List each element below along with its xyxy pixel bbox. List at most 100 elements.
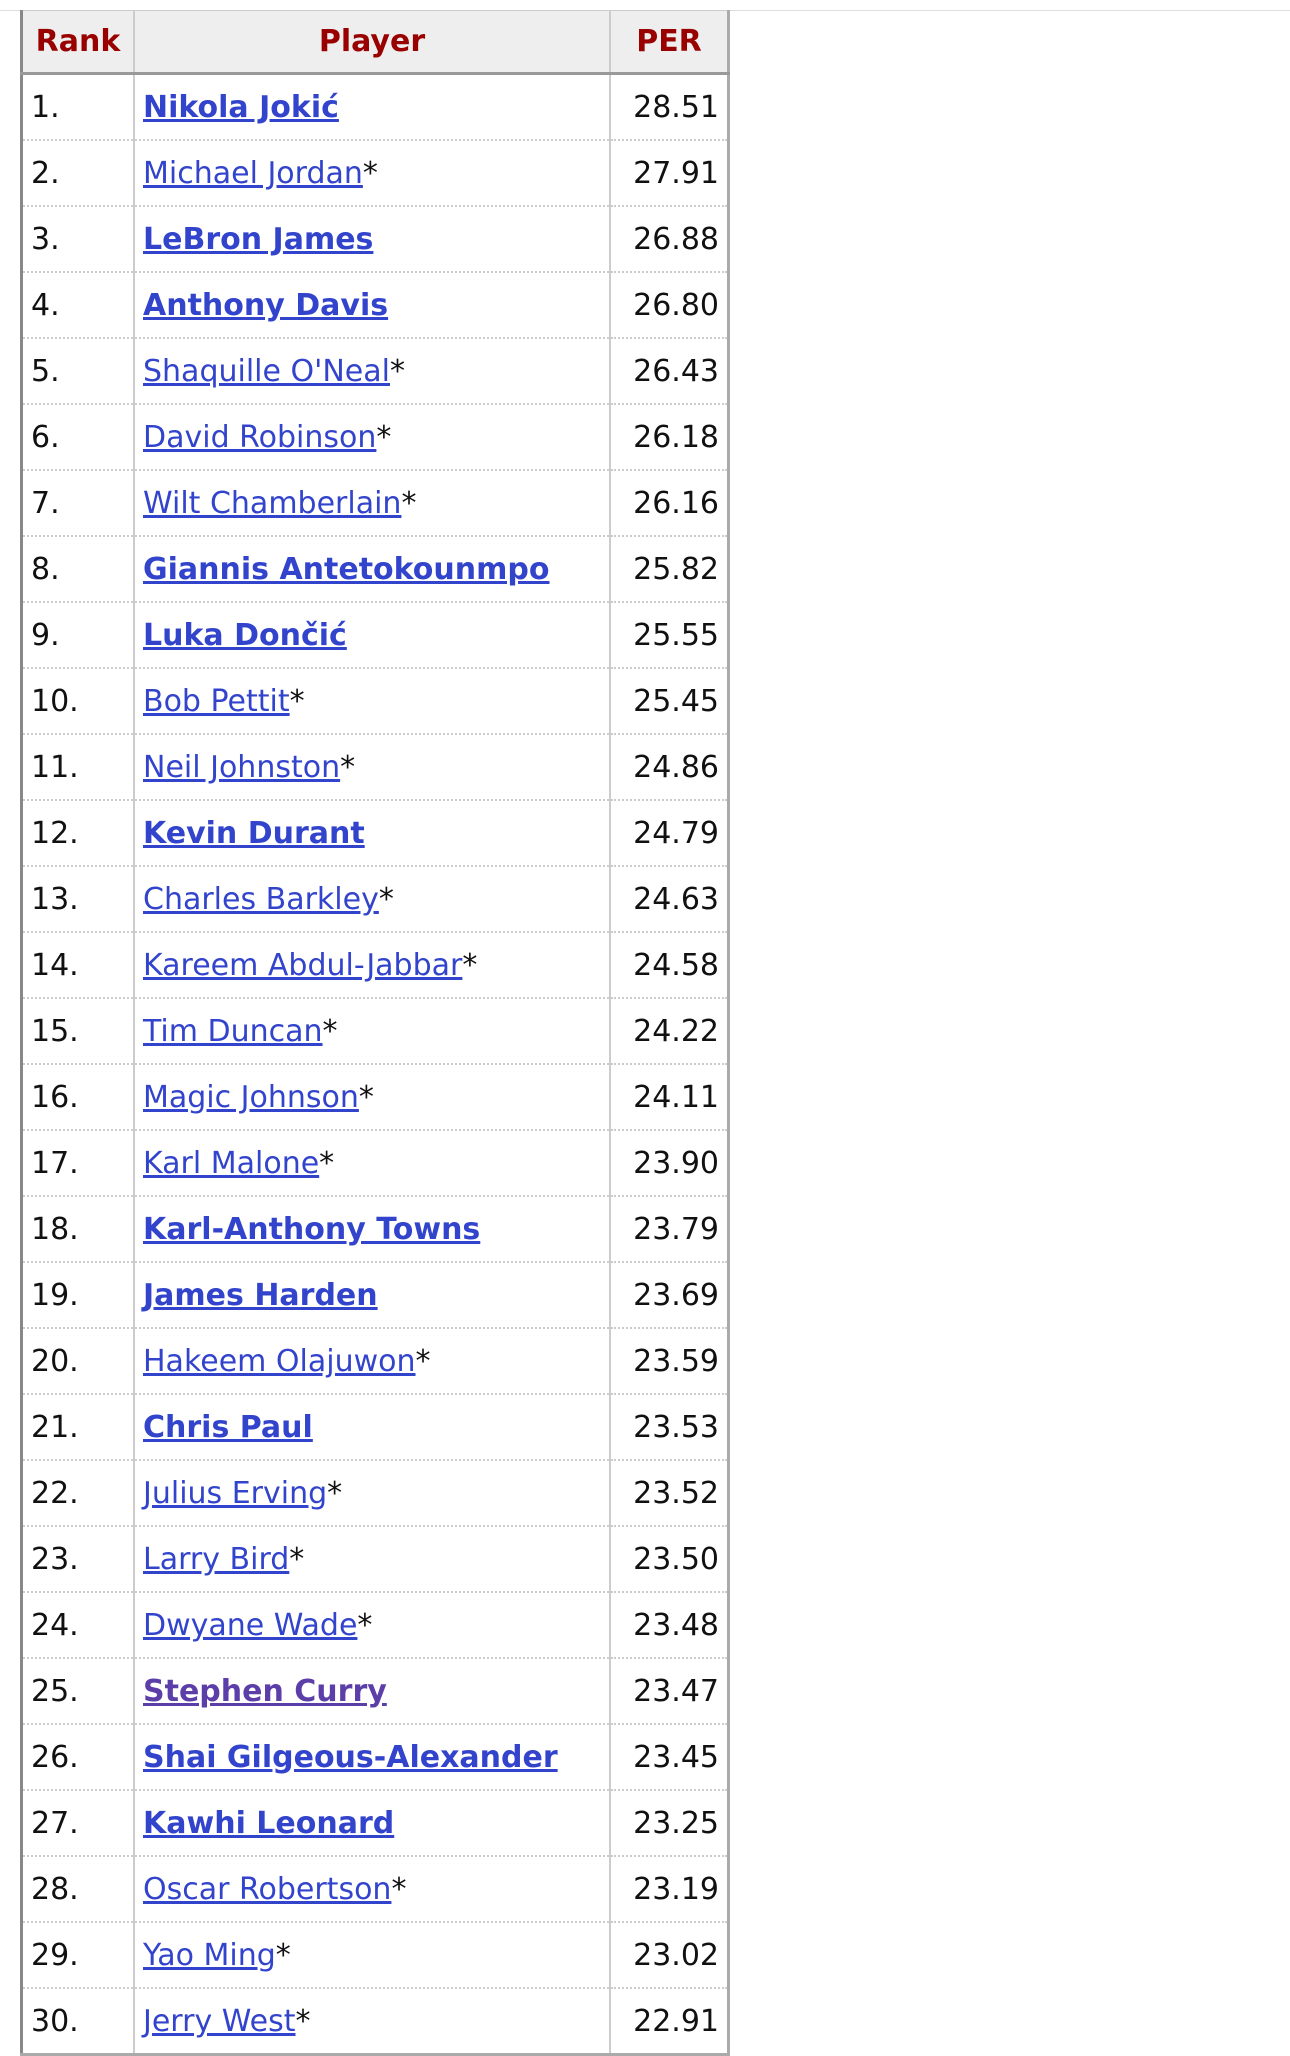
- header-rank[interactable]: Rank: [21, 10, 135, 75]
- hall-of-fame-marker: *: [378, 881, 394, 917]
- player-link[interactable]: David Robinson: [143, 419, 377, 455]
- player-link[interactable]: James Harden: [143, 1277, 378, 1313]
- player-cell: Charles Barkley*: [134, 866, 611, 933]
- player-link[interactable]: Giannis Antetokounmpo: [143, 551, 550, 587]
- hall-of-fame-marker: *: [275, 1937, 291, 1973]
- player-link[interactable]: Anthony Davis: [143, 287, 389, 323]
- player-link[interactable]: Michael Jordan: [143, 155, 363, 191]
- per-cell: 22.91: [633, 2003, 719, 2039]
- player-link[interactable]: Magic Johnson: [143, 1079, 359, 1115]
- table-row: 25. Stephen Curry 23.47: [21, 1658, 729, 1725]
- rank-cell: 18.: [21, 1196, 135, 1263]
- rank-cell: 27.: [21, 1790, 135, 1857]
- per-cell: 23.69: [610, 1262, 729, 1329]
- hall-of-fame-marker: *: [295, 2003, 311, 2039]
- hall-of-fame-marker: *: [391, 1871, 407, 1907]
- table-row: 14. Kareem Abdul-Jabbar* 24.58: [21, 932, 729, 999]
- player-link[interactable]: Charles Barkley: [143, 881, 379, 917]
- rank-cell: 30.: [21, 1988, 135, 2055]
- player-cell: David Robinson*: [134, 404, 611, 471]
- rank-cell: 9.: [21, 602, 135, 669]
- player-link[interactable]: Stephen Curry: [143, 1673, 387, 1709]
- player-cell: Bob Pettit*: [134, 668, 611, 735]
- player-link[interactable]: Kevin Durant: [143, 815, 365, 851]
- per-cell: 23.19: [610, 1856, 729, 1923]
- table-row: 19. James Harden 23.69: [21, 1262, 729, 1329]
- player-link[interactable]: LeBron James: [143, 221, 374, 257]
- rank-cell: 26.: [21, 1724, 135, 1791]
- hall-of-fame-marker: *: [322, 1013, 338, 1049]
- table-row: 5. Shaquille O'Neal* 26.43: [21, 338, 729, 405]
- hall-of-fame-marker: *: [401, 485, 417, 521]
- hall-of-fame-marker: *: [462, 947, 478, 983]
- rank-cell: 7.: [21, 470, 135, 537]
- player-link[interactable]: Dwyane Wade: [143, 1607, 358, 1643]
- table-row: 6. David Robinson* 26.18: [21, 404, 729, 471]
- table-row: 9. Luka Dončić 25.55: [21, 602, 729, 669]
- player-link[interactable]: Jerry West: [143, 2003, 296, 2039]
- player-link[interactable]: Chris Paul: [143, 1409, 313, 1445]
- hall-of-fame-marker: *: [415, 1343, 431, 1379]
- table-row: 4. Anthony Davis 26.80: [21, 272, 729, 339]
- table-row: 15. Tim Duncan* 24.22: [21, 998, 729, 1065]
- player-link[interactable]: Julius Erving: [143, 1475, 328, 1511]
- table-row: 23. Larry Bird* 23.50: [21, 1526, 729, 1593]
- player-link[interactable]: Kareem Abdul-Jabbar: [143, 947, 463, 983]
- player-link[interactable]: Karl-Anthony Towns: [143, 1211, 481, 1247]
- per-cell: 23.50: [610, 1526, 729, 1593]
- per-cell: 23.47: [610, 1658, 729, 1725]
- player-link[interactable]: Karl Malone: [143, 1145, 320, 1181]
- per-cell: 26.16: [610, 470, 729, 537]
- per-leaders-table: Rank Player PER 1. Nikola Jokić 28.51 2. Mic…: [20, 10, 730, 2056]
- player-link[interactable]: Luka Dončić: [143, 617, 347, 653]
- header-player[interactable]: Player: [134, 10, 611, 75]
- per-cell: 24.79: [610, 800, 729, 867]
- per-cell: 24.11: [610, 1064, 729, 1131]
- player-link[interactable]: Shaquille O'Neal: [143, 353, 390, 389]
- player-cell: Shai Gilgeous-Alexander: [134, 1724, 611, 1791]
- table-row: 11. Neil Johnston* 24.86: [21, 734, 729, 801]
- per-cell: 26.18: [610, 404, 729, 471]
- player-cell: Neil Johnston*: [134, 734, 611, 801]
- hall-of-fame-marker: *: [358, 1079, 374, 1115]
- per-cell: 25.82: [610, 536, 729, 603]
- player-link[interactable]: Kawhi Leonard: [143, 1805, 395, 1841]
- hall-of-fame-marker: *: [327, 1475, 343, 1511]
- header-per[interactable]: PER: [610, 10, 729, 75]
- player-link[interactable]: Bob Pettit: [143, 683, 290, 719]
- table-row: 7. Wilt Chamberlain* 26.16: [21, 470, 729, 537]
- player-link[interactable]: Oscar Robertson: [143, 1871, 392, 1907]
- player-link[interactable]: Tim Duncan: [143, 1013, 323, 1049]
- table-row: 8. Giannis Antetokounmpo 25.82: [21, 536, 729, 603]
- per-cell: 25.45: [610, 668, 729, 735]
- table-row: 12. Kevin Durant 24.79: [21, 800, 729, 867]
- table-row: 28. Oscar Robertson* 23.19: [21, 1856, 729, 1923]
- player-cell: Luka Dončić: [134, 602, 611, 669]
- player-link[interactable]: Yao Ming: [143, 1937, 276, 1973]
- player-link[interactable]: Neil Johnston: [143, 749, 341, 785]
- player-link[interactable]: Hakeem Olajuwon: [143, 1343, 416, 1379]
- player-cell: Jerry West*: [134, 1988, 611, 2055]
- per-cell: 27.91: [610, 140, 729, 207]
- player-link[interactable]: Wilt Chamberlain: [143, 485, 402, 521]
- per-cell: 24.86: [610, 734, 729, 801]
- player-link[interactable]: Nikola Jokić: [143, 89, 339, 125]
- player-cell: Anthony Davis: [134, 272, 611, 339]
- rank-cell: 5.: [21, 338, 135, 405]
- hall-of-fame-marker: *: [376, 419, 392, 455]
- player-cell: Yao Ming*: [134, 1922, 611, 1989]
- per-cell: 28.51: [610, 73, 729, 141]
- per-cell: 23.52: [610, 1460, 729, 1527]
- hall-of-fame-marker: *: [357, 1607, 373, 1643]
- player-link[interactable]: Larry Bird: [143, 1541, 290, 1577]
- rank-cell: 16.: [21, 1064, 135, 1131]
- hall-of-fame-marker: *: [289, 683, 305, 719]
- table-row: 16. Magic Johnson* 24.11: [21, 1064, 729, 1131]
- player-cell: Wilt Chamberlain*: [134, 470, 611, 537]
- rank-cell: 25.: [21, 1658, 135, 1725]
- player-cell: Stephen Curry: [134, 1658, 611, 1725]
- per-cell: 23.90: [610, 1130, 729, 1197]
- player-link[interactable]: Shai Gilgeous-Alexander: [143, 1739, 558, 1775]
- per-cell: 23.53: [610, 1394, 729, 1461]
- per-cell: 24.22: [610, 998, 729, 1065]
